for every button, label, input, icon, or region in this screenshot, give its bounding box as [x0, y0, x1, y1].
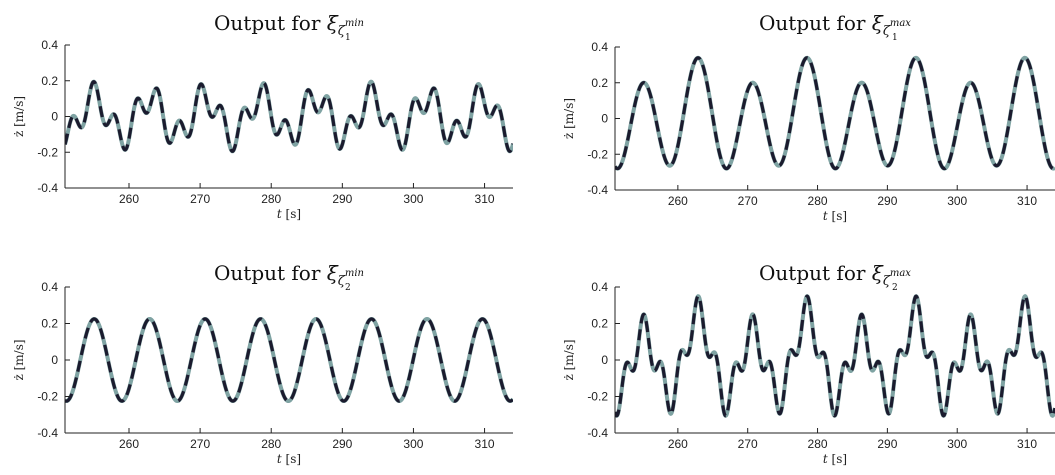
y-tick-label: -0.2 — [37, 390, 58, 404]
y-axis-label: ż [m/s] — [562, 98, 576, 139]
chart-panel-xi-zeta2-min: Output for ξζmin 2 0.4 0.2 0 -0.2 -0.4 260 270 28… — [12, 261, 513, 466]
x-axis-label: t [s] — [277, 452, 301, 466]
x-tick-label: 280 — [808, 437, 828, 451]
x-axis-label: t [s] — [823, 452, 847, 466]
y-tick-label: -0.4 — [37, 181, 58, 195]
x-tick-label: 300 — [947, 437, 967, 451]
series-line-dashed — [65, 317, 513, 403]
series-line-dashed — [615, 294, 1055, 418]
x-tick-label: 310 — [475, 437, 495, 451]
y-axis-label: ż [m/s] — [12, 339, 26, 380]
y-tick-label: -0.2 — [37, 145, 58, 159]
x-axis-label: t [s] — [277, 207, 301, 221]
x-tick-label: 280 — [261, 437, 281, 451]
y-tick-label: 0 — [51, 110, 58, 124]
y-tick-label: -0.2 — [587, 390, 608, 404]
x-tick-label: 270 — [190, 437, 210, 451]
y-tick-label: 0.4 — [591, 280, 608, 294]
y-tick-label: 0 — [601, 353, 608, 367]
x-tick-label: 290 — [877, 194, 897, 208]
x-tick-label: 260 — [668, 437, 688, 451]
x-tick-label: 270 — [190, 192, 210, 206]
chart-panel-xi-zeta2-max: Output for ξζmax 2 0.4 0.2 0 -0.2 -0.4 260 270 28… — [562, 261, 1055, 466]
y-tick-label: 0.4 — [591, 40, 608, 54]
series-line-solid — [65, 316, 513, 404]
y-tick-label: 0 — [51, 353, 58, 367]
chart-title: Output for ξζmax 2 — [759, 261, 911, 293]
y-tick-label: 0.2 — [591, 317, 608, 331]
x-tick-label: 310 — [1017, 437, 1037, 451]
chart-title: Output for ξζmin 1 — [214, 11, 364, 43]
y-tick-label: 0.2 — [41, 317, 58, 331]
y-tick-label: -0.4 — [587, 426, 608, 440]
chart-title: Output for ξζmin 2 — [214, 261, 364, 293]
x-tick-label: 280 — [261, 192, 281, 206]
y-tick-label: 0.2 — [41, 74, 58, 88]
y-tick-label: -0.2 — [587, 147, 608, 161]
x-tick-label: 290 — [332, 192, 352, 206]
chart-panel-xi-zeta1-min: Output for ξζmin 1 0.4 0.2 0 -0.2 -0.4 260 270 28… — [12, 11, 513, 221]
x-tick-label: 270 — [738, 194, 758, 208]
series-line-dashed — [615, 56, 1055, 171]
x-tick-label: 300 — [403, 437, 423, 451]
y-tick-label: 0 — [601, 112, 608, 126]
x-tick-label: 270 — [738, 437, 758, 451]
y-tick-label: -0.4 — [587, 183, 608, 197]
y-tick-label: 0.4 — [41, 38, 58, 52]
y-tick-label: 0.4 — [41, 280, 58, 294]
series-line-dashed — [65, 80, 513, 153]
y-axis-label: ż [m/s] — [12, 96, 26, 137]
x-tick-label: 310 — [1017, 194, 1037, 208]
x-tick-label: 310 — [475, 192, 495, 206]
x-axis-label: t [s] — [823, 209, 847, 223]
x-tick-label: 260 — [119, 437, 139, 451]
y-tick-label: 0.2 — [591, 76, 608, 90]
x-tick-label: 260 — [668, 194, 688, 208]
x-tick-label: 290 — [877, 437, 897, 451]
chart-title: Output for ξζmax 1 — [759, 11, 911, 43]
x-tick-label: 290 — [332, 437, 352, 451]
x-tick-label: 280 — [808, 194, 828, 208]
y-axis-label: ż [m/s] — [562, 339, 576, 380]
y-tick-label: -0.4 — [37, 426, 58, 440]
x-tick-label: 260 — [119, 192, 139, 206]
x-tick-label: 300 — [403, 192, 423, 206]
chart-panel-xi-zeta1-max: Output for ξζmax 1 0.4 0.2 0 -0.2 -0.4 260 270 28… — [562, 11, 1055, 223]
x-tick-label: 300 — [947, 194, 967, 208]
